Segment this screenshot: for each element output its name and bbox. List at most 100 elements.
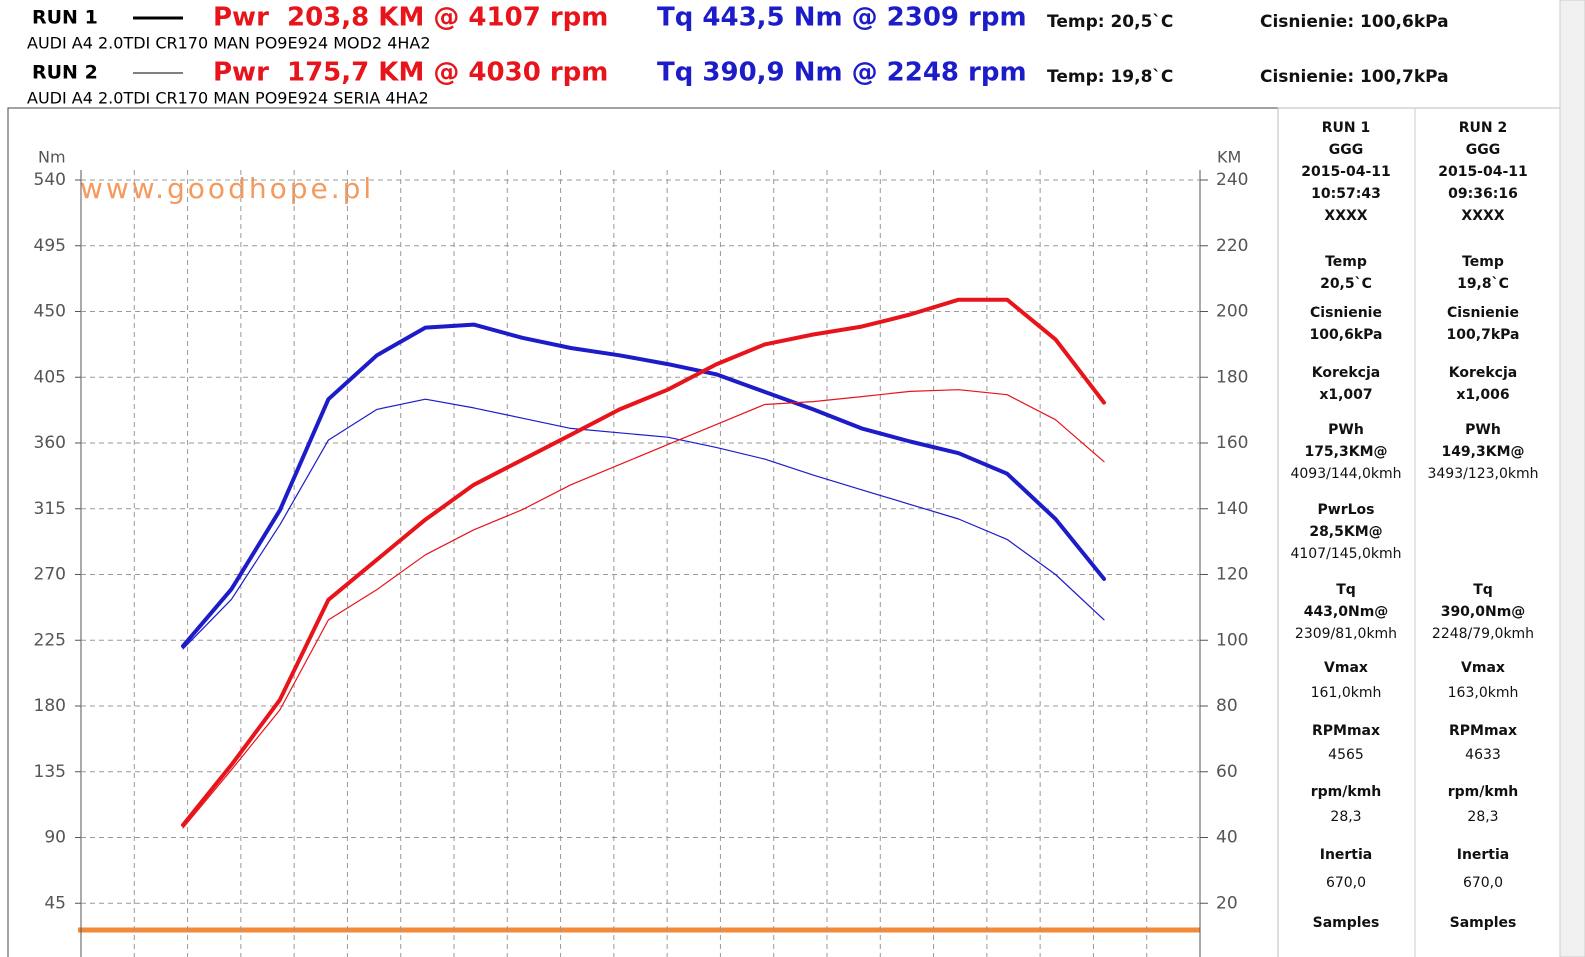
plot [181, 297, 1106, 829]
side-text: Temp [1462, 254, 1504, 270]
side-text: 20,5`C [1320, 276, 1372, 292]
side-text: 4565 [1328, 747, 1364, 763]
y-tick-label: 360 [34, 433, 66, 453]
side-text: 670,0 [1326, 875, 1366, 891]
run-torque: Tq 390,9 Nm @ 2248 rpm [657, 58, 1027, 88]
side-text: Tq [1473, 582, 1493, 598]
side-text: Tq [1336, 582, 1356, 598]
side-text: 4093/144,0kmh [1290, 466, 1401, 482]
y2-tick-label: 140 [1216, 499, 1248, 519]
y-tick-label: 135 [34, 762, 66, 782]
y-axis-label: Nm [38, 148, 66, 167]
side-text: 3493/123,0kmh [1427, 466, 1538, 482]
side-content: RUN 1 GGG 2015-04-11 10:57:43 XXXX Temp 20,5`C… [1290, 120, 1538, 931]
run-car: AUDI A4 2.0TDI CR170 MAN PO9E924 MOD2 4H… [27, 34, 431, 53]
side-text: 100,6kPa [1310, 327, 1383, 343]
side-text: 175,3KM@ [1304, 444, 1387, 460]
scrollbar [1559, 0, 1585, 957]
run-pressure: Cisnienie: 100,6kPa [1260, 12, 1449, 32]
watermark: www.goodhope.pl [80, 172, 374, 205]
side-text: Korekcja [1312, 365, 1380, 381]
side-text: Temp [1325, 254, 1367, 270]
side-text: Cisnienie [1310, 305, 1382, 321]
y2-tick-label: 160 [1216, 433, 1248, 453]
y2-tick-label: 100 [1216, 630, 1248, 650]
y-tick-label: 495 [34, 236, 66, 256]
side-text: Samples [1313, 915, 1380, 931]
y2-tick-label: 80 [1216, 696, 1238, 716]
side-text: PWh [1465, 422, 1501, 438]
series-line [181, 322, 1106, 649]
run-car: AUDI A4 2.0TDI CR170 MAN PO9E924 SERIA 4… [27, 89, 429, 108]
series-line [181, 297, 1106, 827]
side-text: 2309/81,0kmh [1295, 626, 1397, 642]
y-tick-label: 540 [34, 170, 66, 190]
side-text: RUN 1 [1322, 120, 1370, 136]
side-text: PWh [1328, 422, 1364, 438]
side-text: 161,0kmh [1311, 685, 1382, 701]
run-power: Pwr 203,8 KM @ 4107 rpm [213, 3, 608, 33]
side-text: 28,3 [1330, 809, 1361, 825]
y-tick-label: 315 [34, 499, 66, 519]
side-text: 2015-04-11 [1301, 164, 1391, 180]
side-text: x1,006 [1456, 387, 1509, 403]
side-text: 28,3 [1467, 809, 1498, 825]
side-text: RPMmax [1312, 723, 1380, 739]
side-text: 2248/79,0kmh [1432, 626, 1534, 642]
side-text: Vmax [1324, 660, 1368, 676]
y2-tick-label: 180 [1216, 367, 1248, 387]
side-text: 4633 [1465, 747, 1501, 763]
side-text: RPMmax [1449, 723, 1517, 739]
side-text: 100,7kPa [1447, 327, 1520, 343]
side-text: 2015-04-11 [1438, 164, 1528, 180]
run-torque: Tq 443,5 Nm @ 2309 rpm [657, 3, 1027, 33]
y2-axis-label: KM [1217, 148, 1241, 167]
y2-tick-label: 200 [1216, 302, 1248, 322]
side-text: Inertia [1457, 847, 1510, 863]
side-text: GGG [1466, 142, 1500, 158]
run-temp: Temp: 19,8`C [1047, 67, 1173, 87]
side-text: 149,3KM@ [1441, 444, 1524, 460]
run-label: RUN 2 [32, 62, 98, 84]
series-line [182, 389, 1105, 829]
run-temp: Temp: 20,5`C [1047, 12, 1173, 32]
series-line [182, 398, 1105, 650]
header: RUN 1 Pwr 203,8 KM @ 4107 rpm Tq 443,5 Nm … [27, 3, 1449, 108]
side-text: Korekcja [1449, 365, 1517, 381]
side-text: 09:36:16 [1448, 186, 1518, 202]
y-tick-label: 180 [34, 696, 66, 716]
side-text: 19,8`C [1457, 276, 1509, 292]
y-tick-label: 45 [44, 893, 66, 913]
run-label: RUN 1 [32, 7, 98, 29]
side-text: rpm/kmh [1448, 784, 1519, 800]
run-power: Pwr 175,7 KM @ 4030 rpm [213, 58, 608, 88]
side-text: GGG [1329, 142, 1363, 158]
y2-tick-label: 240 [1216, 170, 1248, 190]
side-text: 390,0Nm@ [1441, 604, 1526, 620]
side-text: 443,0Nm@ [1304, 604, 1389, 620]
side-text: PwrLos [1318, 502, 1375, 518]
side-text: 4107/145,0kmh [1290, 546, 1401, 562]
side-text: XXXX [1324, 208, 1367, 224]
run-pressure: Cisnienie: 100,7kPa [1260, 67, 1449, 87]
y2-tick-label: 60 [1216, 762, 1238, 782]
side-text: rpm/kmh [1311, 784, 1382, 800]
y-tick-label: 450 [34, 302, 66, 322]
y-tick-label: 405 [34, 367, 66, 387]
y-tick-label: 90 [44, 828, 66, 848]
side-text: Samples [1450, 915, 1517, 931]
side-text: 163,0kmh [1448, 685, 1519, 701]
side-text: 670,0 [1463, 875, 1503, 891]
side-text: Inertia [1320, 847, 1373, 863]
y2-tick-label: 40 [1216, 828, 1238, 848]
y-tick-label: 225 [34, 630, 66, 650]
side-text: Vmax [1461, 660, 1505, 676]
side-text: Cisnienie [1447, 305, 1519, 321]
grid: Nm KM www.goodhope.pl 45 90 135 180 225 270 315 36… [34, 148, 1248, 957]
y-tick-label: 270 [34, 565, 66, 585]
y2-tick-label: 20 [1216, 893, 1238, 913]
y2-tick-label: 220 [1216, 236, 1248, 256]
side-text: x1,007 [1319, 387, 1372, 403]
